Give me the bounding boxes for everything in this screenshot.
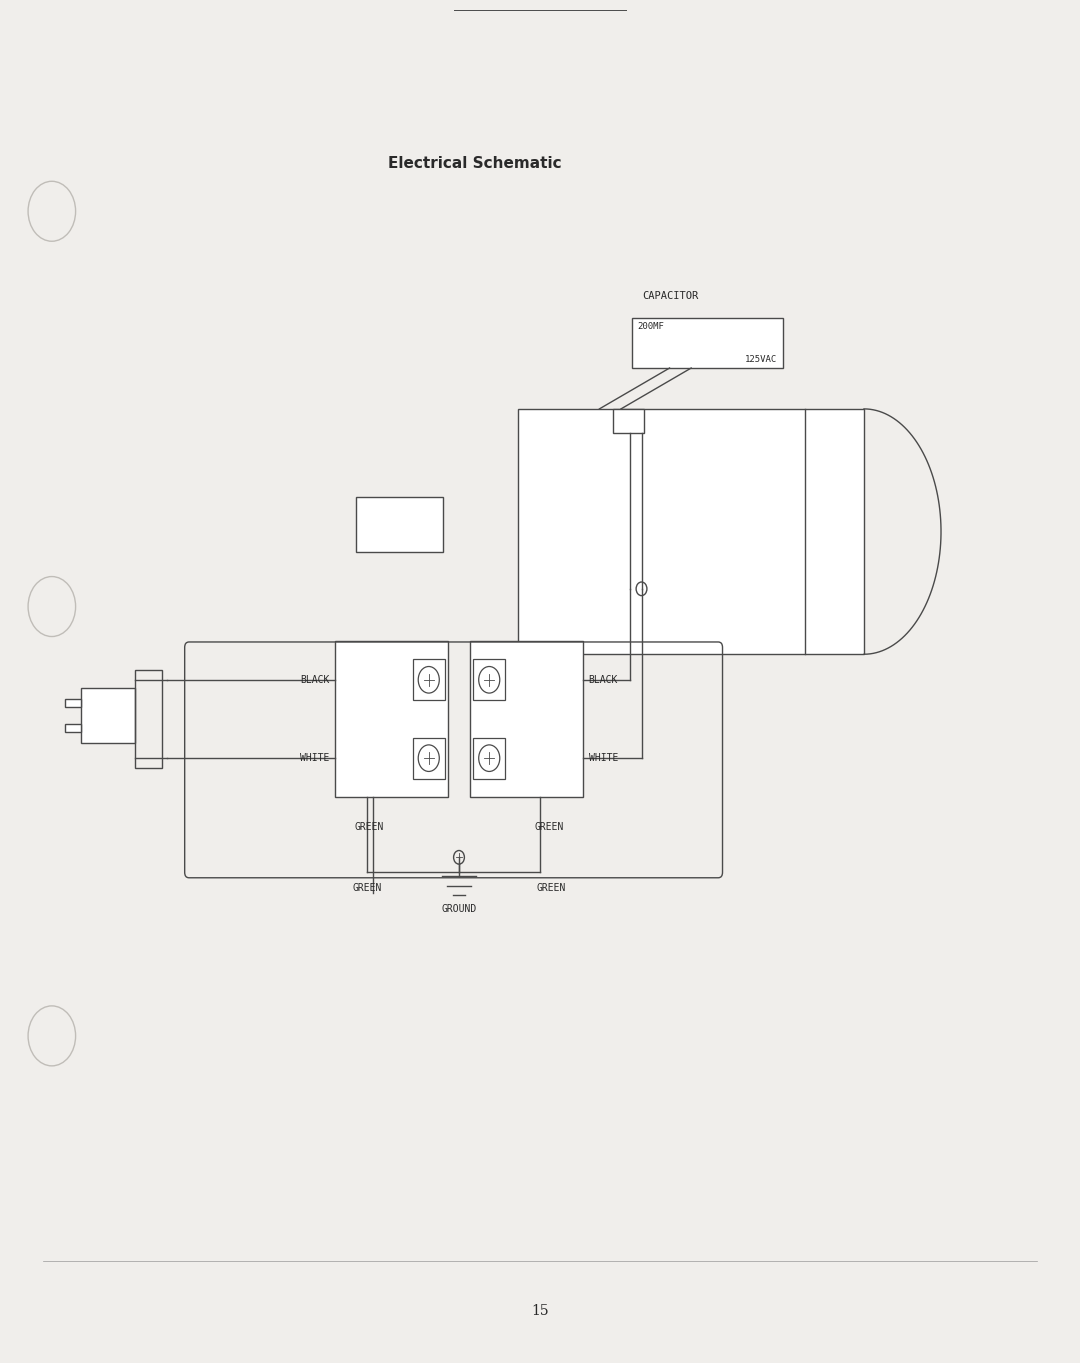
Text: BLACK: BLACK (589, 675, 618, 684)
Bar (473, 660, 505, 701)
Text: WHITE: WHITE (300, 754, 329, 763)
Text: BLACK: BLACK (300, 675, 329, 684)
Bar (81, 688, 135, 743)
Bar (413, 660, 445, 701)
Bar (65, 724, 81, 732)
Bar (413, 737, 445, 778)
Bar (632, 318, 783, 368)
Text: GREEN: GREEN (354, 822, 383, 831)
Text: GROUND: GROUND (442, 904, 476, 913)
Text: GREEN: GREEN (536, 883, 566, 893)
Text: 125VAC: 125VAC (745, 354, 778, 364)
Bar (65, 699, 81, 707)
Text: GREEN: GREEN (352, 883, 382, 893)
Text: 200MF: 200MF (637, 322, 664, 331)
Text: WHITE: WHITE (589, 754, 618, 763)
Bar (356, 497, 443, 552)
Text: GREEN: GREEN (535, 822, 564, 831)
Bar (335, 641, 448, 797)
Text: CAPACITOR: CAPACITOR (643, 292, 699, 301)
Bar (613, 409, 644, 433)
Text: 15: 15 (531, 1304, 549, 1318)
Text: Electrical Schematic: Electrical Schematic (389, 155, 562, 172)
Bar (135, 671, 162, 767)
Bar (473, 737, 505, 778)
Bar (470, 641, 583, 797)
Bar (518, 409, 864, 654)
